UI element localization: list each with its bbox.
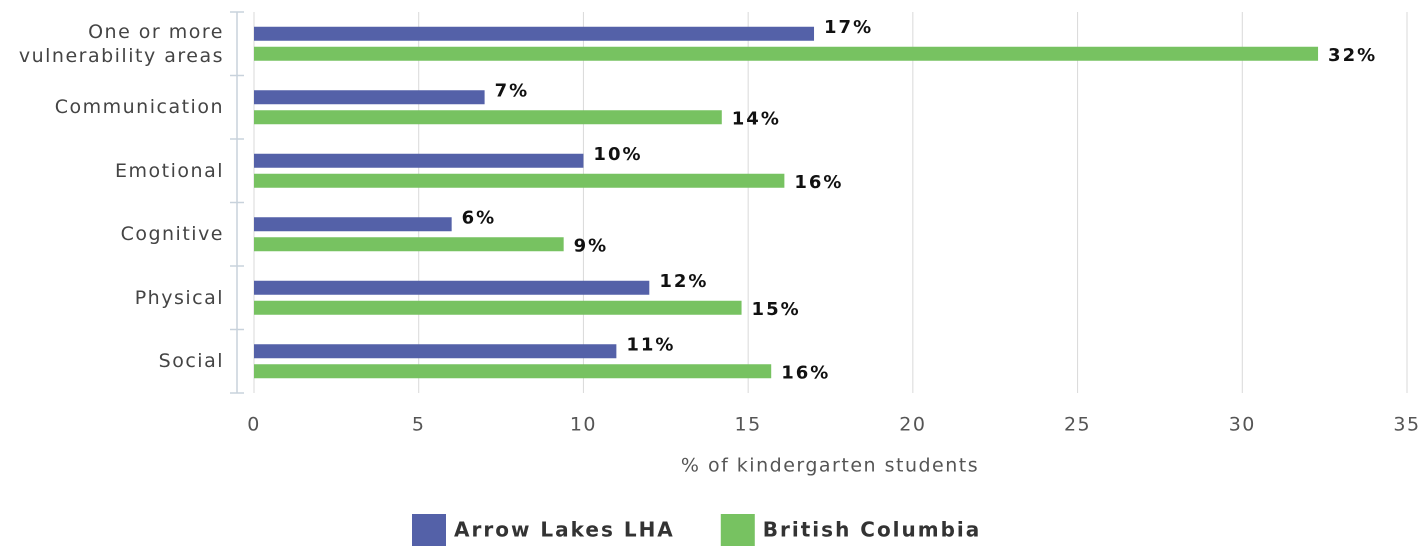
bar [254, 344, 617, 359]
x-axis-title: % of kindergarten students [681, 455, 979, 477]
x-tick-label: 15 [735, 414, 762, 436]
x-tick-label: 30 [1229, 414, 1256, 436]
bar [254, 173, 785, 188]
data-label: 7% [495, 80, 530, 101]
bar [254, 364, 772, 379]
y-tick-label: Emotional [115, 159, 224, 182]
bar [254, 217, 452, 232]
legend-swatch [720, 514, 755, 546]
data-label: 16% [781, 362, 830, 383]
y-tick-label: Social [158, 350, 224, 373]
bar [254, 26, 815, 41]
legend-label: Arrow Lakes LHA [454, 518, 675, 542]
y-tick-label: One or more vulnerability areas [18, 20, 224, 67]
legend-label: British Columbia [763, 518, 982, 542]
data-label: 6% [462, 207, 497, 228]
y-tick-label: Cognitive [120, 223, 224, 246]
data-label: 9% [574, 235, 609, 256]
y-tick-label: Physical [134, 286, 224, 309]
bar [254, 153, 584, 168]
data-label: 11% [626, 334, 675, 355]
x-tick-label: 5 [412, 414, 426, 436]
bar [254, 110, 722, 125]
x-tick-label: 0 [247, 414, 261, 436]
data-label: 32% [1328, 45, 1377, 66]
x-tick-label: 10 [570, 414, 597, 436]
data-label: 14% [732, 108, 781, 129]
x-tick-label: 25 [1064, 414, 1091, 436]
data-label: 15% [752, 299, 801, 320]
data-label: 12% [659, 271, 708, 292]
bar [254, 280, 650, 295]
data-label: 10% [593, 144, 642, 165]
bar [254, 90, 485, 105]
y-tick-label: Communication [54, 96, 224, 119]
bar [254, 300, 742, 315]
bar [254, 46, 1319, 61]
data-label: 17% [824, 17, 873, 38]
x-tick-label: 20 [899, 414, 926, 436]
x-tick-label: 35 [1393, 414, 1420, 436]
legend-swatch [412, 514, 446, 546]
data-label: 16% [794, 172, 843, 193]
bar [254, 237, 564, 252]
